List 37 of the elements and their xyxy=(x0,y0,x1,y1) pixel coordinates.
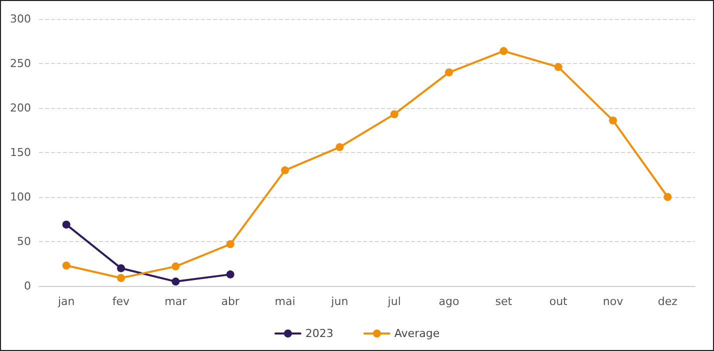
y-tick-label: 200 xyxy=(10,102,31,114)
point xyxy=(172,278,180,286)
point xyxy=(62,262,70,270)
point xyxy=(445,68,453,76)
point xyxy=(500,47,508,56)
y-tick-label: 100 xyxy=(10,190,31,204)
x-tick-label: jan xyxy=(56,295,75,308)
x-tick-label: mai xyxy=(274,295,296,308)
point xyxy=(390,110,398,118)
x-tick-label: fev xyxy=(112,295,130,308)
x-tick-label: out xyxy=(549,295,568,308)
x-tick-label: nov xyxy=(602,295,624,308)
point xyxy=(172,262,180,270)
point xyxy=(117,274,125,282)
x-tick-label: ago xyxy=(438,295,460,308)
legend-label: 2023 xyxy=(305,327,334,340)
y-tick-label: 150 xyxy=(10,146,31,159)
legend-label: Average xyxy=(394,327,440,340)
y-tick-label: 50 xyxy=(17,235,31,248)
point xyxy=(226,270,234,278)
point xyxy=(62,220,70,229)
x-tick-label: dez xyxy=(658,295,678,308)
point xyxy=(609,116,617,124)
point xyxy=(664,193,672,201)
point xyxy=(117,264,125,272)
point xyxy=(554,63,562,72)
x-tick-label: abr xyxy=(221,295,240,308)
point xyxy=(281,166,289,174)
x-tick-label: jun xyxy=(330,295,348,308)
x-tick-label: jul xyxy=(386,295,401,308)
y-tick-label: 0 xyxy=(24,280,31,292)
x-tick-label: set xyxy=(495,295,513,308)
x-tick-label: mar xyxy=(164,295,188,308)
point xyxy=(226,240,234,248)
point xyxy=(336,143,344,152)
y-tick-label: 300 xyxy=(10,12,31,26)
y-tick-label: 250 xyxy=(10,57,31,70)
